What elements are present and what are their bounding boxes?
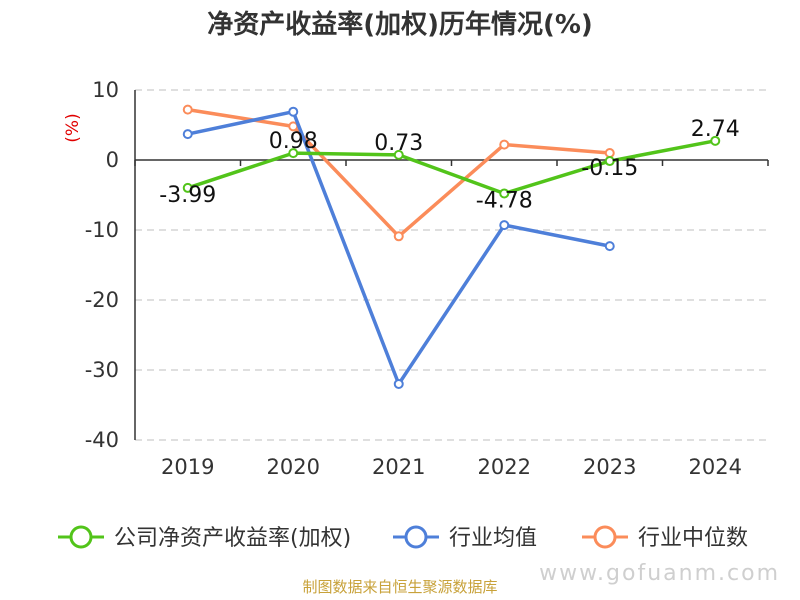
grid-lines	[135, 89, 768, 441]
x-tick-label: 2022	[478, 455, 531, 479]
data-label: 0.73	[374, 131, 423, 156]
data-point	[182, 182, 193, 193]
data-point	[393, 231, 404, 242]
series-line	[187, 107, 610, 239]
watermark-text: www.gofuanm.com	[539, 561, 780, 586]
data-point	[499, 139, 510, 150]
x-tick-label: 2023	[583, 455, 636, 479]
data-source-text: 制图数据来自恒生聚源数据库	[302, 578, 497, 596]
data-point	[499, 220, 510, 231]
data-point	[182, 104, 193, 115]
y-tick-label: -40	[85, 428, 119, 452]
y-axis-unit: (%)	[63, 113, 83, 142]
data-label: -0.15	[581, 156, 638, 181]
x-tick-label: 2021	[372, 455, 425, 479]
data-point	[288, 106, 299, 117]
y-tick-label: 10	[92, 78, 119, 102]
data-point	[393, 379, 404, 389]
x-tick-label: 2019	[161, 455, 214, 479]
y-tick-label: -20	[85, 288, 119, 312]
data-label: 0.98	[269, 129, 318, 154]
data-point	[288, 148, 299, 159]
series-line	[187, 139, 716, 196]
data-label: -4.78	[476, 188, 533, 213]
data-point	[499, 188, 510, 199]
y-tick-label: -30	[85, 358, 119, 382]
y-tick-label: 0	[106, 148, 119, 172]
data-label: -3.99	[159, 183, 216, 208]
series-lines	[182, 104, 721, 389]
x-tick-label: 2020	[267, 455, 320, 479]
x-tick-label: 2024	[689, 455, 742, 479]
data-point	[710, 135, 721, 146]
legend: 公司净资产收益率(加权) 行业均值 行业中位数	[58, 525, 748, 551]
data-label: 2.74	[691, 117, 740, 142]
chart-title: 净资产收益率(加权)历年情况(%)	[207, 9, 593, 40]
data-labels: -3.99 0.98 0.73 -4.78 -0.15 2.74	[159, 117, 739, 214]
data-point	[604, 241, 615, 252]
data-point	[393, 149, 404, 160]
legend-label: 行业中位数	[638, 526, 748, 551]
y-tick-label: -10	[85, 218, 119, 242]
legend-label: 公司净资产收益率(加权)	[114, 526, 351, 551]
axes: 10 0 -10 -20 -30 -40 2019 2020 2021 2022 2023 2024	[85, 78, 769, 479]
legend-marker	[593, 525, 617, 549]
legend-marker	[404, 525, 428, 549]
data-point	[182, 129, 193, 140]
legend-marker	[69, 525, 93, 549]
data-point	[604, 156, 615, 167]
legend-label: 行业均值	[449, 526, 537, 551]
